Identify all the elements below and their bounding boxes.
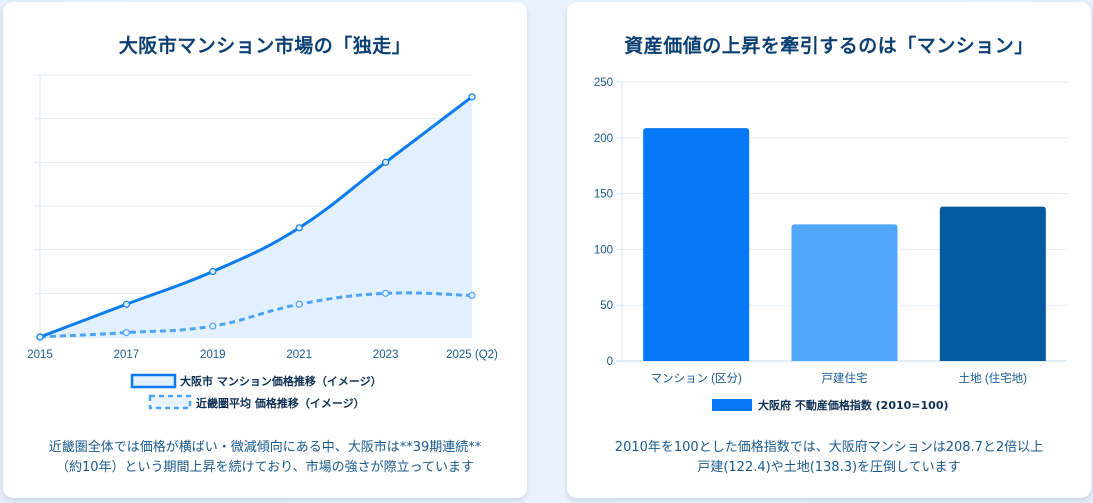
data-point-osaka xyxy=(382,158,390,166)
legend-swatch-osaka xyxy=(130,373,177,389)
line-chart: 2015 2017 2019 2021 2023 2025 (Q2) 大阪市 マンション価格… xyxy=(27,74,498,410)
data-point-osaka xyxy=(36,333,44,341)
y-tick-label: 50 xyxy=(600,300,613,312)
data-point-kinki xyxy=(382,289,390,297)
bar xyxy=(791,224,898,361)
series-area-osaka xyxy=(40,96,472,337)
caption-line-1: 近畿圏全体では価格が横ばい・微減傾向にある中、大阪市は**39期連続** xyxy=(48,440,482,455)
caption-line-2: 戸建(122.4)や土地(138.3)を圧倒しています xyxy=(697,460,961,475)
y-tick-label: 0 xyxy=(607,356,613,368)
legend-label-osaka: 大阪市 マンション価格推移（イメージ） xyxy=(180,374,382,388)
x-tick-label: 2021 xyxy=(286,349,312,361)
bar xyxy=(643,128,750,361)
data-point-osaka xyxy=(209,267,217,276)
line-chart-caption: 近畿圏全体では価格が横ばい・微減傾向にある中、大阪市は**39期連続** （約1… xyxy=(3,438,527,478)
y-tick-label: 250 xyxy=(594,77,613,89)
bar-chart-caption: 2010年を100とした価格指数では、大阪府マンションは208.7と2倍以上 戸… xyxy=(567,438,1091,478)
data-point-kinki xyxy=(295,300,303,308)
x-tick-label: 2025 (Q2) xyxy=(446,349,498,361)
data-point-kinki xyxy=(468,291,476,300)
y-tick-label: 100 xyxy=(594,244,613,256)
legend-label: 大阪府 不動産価格指数 (2010=100) xyxy=(758,398,949,412)
x-tick-label: 2017 xyxy=(114,349,140,361)
caption-line-2: （約10年）という期間上昇を続けており、市場の強さが際立っています xyxy=(56,460,474,475)
bar xyxy=(939,206,1046,361)
x-tick-label: 戸建住宅 xyxy=(822,371,868,385)
legend-label-kinki: 近畿圏平均 価格推移（イメージ） xyxy=(196,396,365,410)
legend-swatch xyxy=(712,399,752,411)
x-tick-label: 土地 (住宅地) xyxy=(959,371,1028,385)
caption-line-1: 2010年を100とした価格指数では、大阪府マンションは208.7と2倍以上 xyxy=(614,440,1044,455)
series-line-osaka xyxy=(39,95,473,339)
data-point-kinki xyxy=(209,322,217,330)
x-tick-label: 2019 xyxy=(200,349,226,361)
y-tick-label: 150 xyxy=(594,189,613,201)
bar-chart: 0 50 100 150 200 250 マンション (区分) 戸建住宅 土地 (住宅地) 大阪府… xyxy=(594,77,1067,412)
y-tick-label: 200 xyxy=(594,133,613,145)
bar-chart-title: 資産価値の上昇を牽引するのは「マンション」 xyxy=(624,35,1034,57)
data-point-osaka xyxy=(122,300,131,308)
x-tick-label: 2023 xyxy=(373,349,399,361)
line-chart-card: 大阪市マンション市場の「独走」 2015 2017 2019 2021 2023 2025… xyxy=(3,2,527,498)
data-point-osaka xyxy=(468,93,476,101)
x-tick-label: マンション (区分) xyxy=(650,372,742,385)
line-chart-title: 大阪市マンション市場の「独走」 xyxy=(118,35,412,57)
legend-swatch-kinki xyxy=(148,394,192,410)
x-tick-label: 2015 xyxy=(27,349,53,361)
data-point-osaka xyxy=(295,224,303,232)
bar-chart-card: 資産価値の上昇を牽引するのは「マンション」 0 50 100 150 200 250 マンシ… xyxy=(567,2,1091,498)
data-point-kinki xyxy=(122,329,131,337)
